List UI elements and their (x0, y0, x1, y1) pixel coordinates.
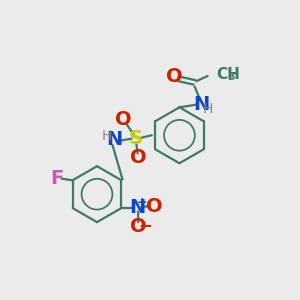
Text: O: O (130, 217, 147, 236)
Text: O: O (130, 148, 146, 167)
Text: S: S (128, 129, 142, 148)
Text: −: − (138, 216, 152, 234)
Text: H: H (203, 102, 213, 116)
Text: CH: CH (216, 68, 240, 82)
Text: N: N (106, 130, 122, 149)
Text: +: + (137, 196, 147, 209)
Text: N: N (129, 198, 146, 217)
Text: F: F (50, 169, 63, 188)
Text: O: O (166, 68, 182, 86)
Text: O: O (115, 110, 132, 129)
Text: O: O (146, 196, 163, 216)
Text: H: H (101, 129, 112, 143)
Text: N: N (194, 95, 210, 114)
Text: 3: 3 (228, 72, 236, 82)
